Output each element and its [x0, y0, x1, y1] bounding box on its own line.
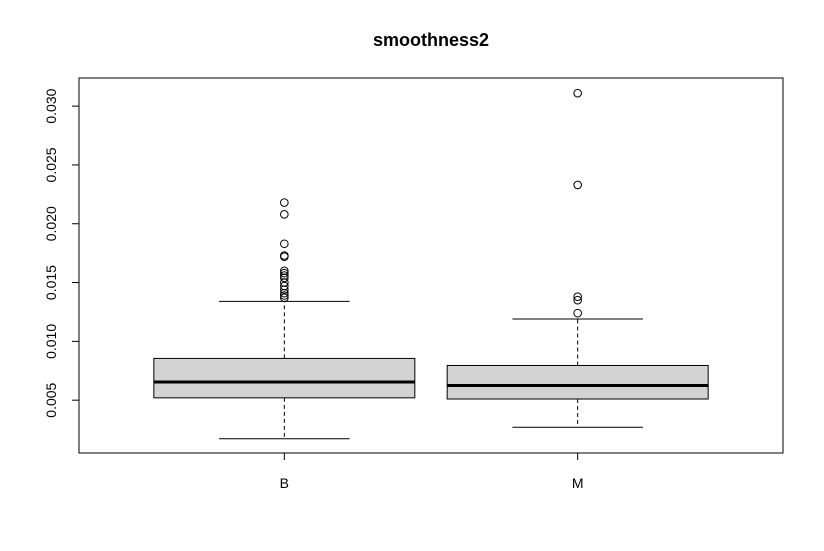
outlier-point	[280, 271, 289, 280]
outlier-point	[280, 285, 289, 294]
outlier-point	[280, 251, 289, 260]
x-tick-label: M	[572, 475, 584, 491]
chart-title: smoothness2	[373, 30, 489, 50]
outlier-point	[280, 268, 289, 278]
interquartile-box	[446, 364, 709, 400]
outlier-point	[280, 293, 289, 303]
outlier-point	[573, 292, 582, 301]
y-axis: 0.005 0.010 0.015 0.020 0.025 0.030	[43, 88, 80, 418]
outlier-point	[280, 291, 289, 300]
outlier-point	[280, 239, 289, 249]
x-tick-label: B	[280, 475, 289, 491]
outlier-point	[280, 198, 289, 207]
y-tick-label: 0.020	[43, 206, 59, 241]
outlier-point	[280, 281, 289, 291]
y-tick-label: 0.010	[43, 324, 59, 359]
y-tick-label: 0.030	[43, 88, 59, 123]
y-tick-label: 0.025	[43, 147, 59, 182]
outlier-point	[280, 210, 289, 219]
y-tick-label: 0.015	[43, 265, 59, 300]
outlier-point	[280, 288, 289, 298]
y-tick-label: 0.005	[43, 382, 59, 417]
outlier-point	[573, 295, 582, 305]
box-group-M	[446, 88, 709, 428]
outlier-point	[573, 308, 582, 318]
outlier-point	[280, 273, 289, 283]
outlier-point	[280, 278, 289, 287]
interquartile-box	[153, 357, 416, 399]
boxes	[153, 88, 709, 440]
box-group-B	[153, 198, 416, 440]
outlier-point	[280, 266, 289, 276]
outlier-point	[573, 88, 582, 98]
outlier-point	[573, 180, 582, 190]
